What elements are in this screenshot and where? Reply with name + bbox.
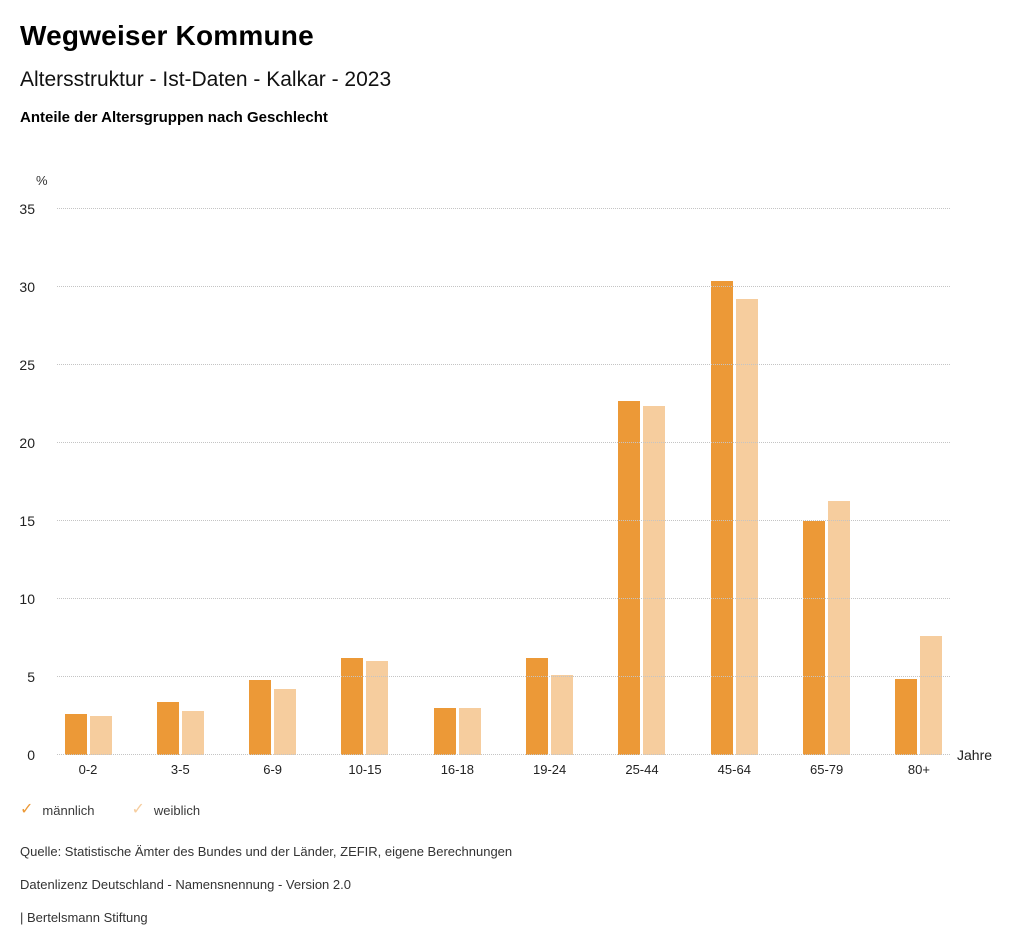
bar-weiblich-25-44[interactable] bbox=[643, 405, 666, 755]
bar-groups-container: 0-2 3-5 6-9 10-15 16-18 19-24 25-44 45-64 65-79 8… bbox=[57, 209, 950, 777]
publisher-line: | Bertelsmann Stiftung bbox=[20, 910, 148, 925]
chart-legend: ✓ männlich ✓ weiblich bbox=[20, 802, 200, 818]
bar-group-3-5: 3-5 bbox=[149, 209, 211, 777]
y-tick-label: 15 bbox=[19, 513, 35, 529]
page-title: Wegweiser Kommune bbox=[20, 20, 314, 51]
bar-group-65-79: 65-79 bbox=[796, 209, 858, 777]
x-tick-label: 80+ bbox=[907, 762, 930, 777]
x-tick-label: 19-24 bbox=[533, 762, 567, 777]
x-tick-label: 3-5 bbox=[170, 762, 190, 777]
bar-männlich-10-15[interactable] bbox=[341, 658, 364, 755]
y-tick-label: 30 bbox=[19, 279, 35, 295]
gridline bbox=[57, 286, 950, 287]
gridline bbox=[57, 676, 950, 677]
bar-weiblich-65-79[interactable] bbox=[828, 500, 851, 755]
bar-group-6-9: 6-9 bbox=[242, 209, 304, 777]
bar-weiblich-19-24[interactable] bbox=[551, 675, 574, 755]
legend-label: männlich bbox=[42, 802, 95, 818]
check-icon: ✓ bbox=[20, 801, 34, 818]
x-tick-label: 6-9 bbox=[263, 762, 283, 777]
bar-group-0-2: 0-2 bbox=[57, 209, 119, 777]
bar-männlich-3-5[interactable] bbox=[156, 701, 179, 755]
bar-männlich-16-18[interactable] bbox=[433, 708, 456, 755]
bar-group-19-24: 19-24 bbox=[519, 209, 581, 777]
gridline bbox=[57, 598, 950, 599]
bar-group-16-18: 16-18 bbox=[426, 209, 488, 777]
chart-description: Anteile der Altersgruppen nach Geschlech… bbox=[20, 109, 328, 126]
bar-männlich-80+[interactable] bbox=[895, 678, 918, 755]
x-tick-label: 45-64 bbox=[717, 762, 751, 777]
legend-item-maennlich[interactable]: ✓ männlich bbox=[20, 802, 94, 818]
x-axis-unit-label: Jahre bbox=[957, 747, 993, 763]
y-tick-label: 20 bbox=[19, 435, 35, 451]
y-tick-label: 25 bbox=[19, 357, 35, 373]
bar-weiblich-16-18[interactable] bbox=[458, 708, 481, 755]
bar-weiblich-10-15[interactable] bbox=[366, 661, 389, 755]
check-icon: ✓ bbox=[131, 801, 145, 818]
bar-group-45-64: 45-64 bbox=[703, 209, 765, 777]
x-tick-label: 16-18 bbox=[440, 762, 474, 777]
x-tick-label: 0-2 bbox=[78, 762, 98, 777]
y-axis-unit-label: % bbox=[36, 173, 48, 188]
legend-label: weiblich bbox=[153, 802, 201, 818]
bar-weiblich-6-9[interactable] bbox=[274, 689, 297, 755]
bar-group-80+: 80+ bbox=[888, 209, 950, 777]
bar-weiblich-3-5[interactable] bbox=[181, 711, 204, 755]
gridline bbox=[57, 442, 950, 443]
bar-männlich-25-44[interactable] bbox=[618, 400, 641, 755]
gridline bbox=[57, 520, 950, 521]
gridline bbox=[57, 364, 950, 365]
bar-weiblich-80+[interactable] bbox=[920, 636, 943, 755]
report-header: Wegweiser Kommune Altersstruktur - Ist-D… bbox=[20, 20, 980, 126]
y-tick-label: 10 bbox=[19, 591, 35, 607]
gridline bbox=[57, 208, 950, 209]
bar-weiblich-0-2[interactable] bbox=[89, 716, 112, 755]
x-tick-label: 10-15 bbox=[348, 762, 382, 777]
bar-weiblich-45-64[interactable] bbox=[735, 299, 758, 755]
legend-item-weiblich[interactable]: ✓ weiblich bbox=[131, 802, 200, 818]
source-footer: Quelle: Statistische Ämter des Bundes un… bbox=[20, 844, 512, 943]
source-line: Quelle: Statistische Ämter des Bundes un… bbox=[20, 844, 513, 859]
chart-subtitle: Altersstruktur - Ist-Daten - Kalkar - 20… bbox=[20, 68, 392, 91]
bar-männlich-6-9[interactable] bbox=[249, 680, 272, 755]
plot-area: % Jahre 0-2 3-5 6-9 10-15 16-18 19-24 25-44 45-… bbox=[19, 173, 992, 777]
license-line: Datenlizenz Deutschland - Namensnennung … bbox=[20, 877, 351, 892]
bar-männlich-65-79[interactable] bbox=[803, 521, 826, 755]
y-tick-label: 35 bbox=[19, 201, 35, 217]
bar-männlich-0-2[interactable] bbox=[64, 714, 87, 755]
x-tick-label: 65-79 bbox=[810, 762, 844, 777]
bar-group-25-44: 25-44 bbox=[611, 209, 673, 777]
bar-männlich-19-24[interactable] bbox=[526, 658, 549, 755]
bar-group-10-15: 10-15 bbox=[334, 209, 396, 777]
x-tick-label: 25-44 bbox=[625, 762, 659, 777]
y-tick-label: 0 bbox=[27, 747, 35, 763]
bar-männlich-45-64[interactable] bbox=[710, 280, 733, 755]
gridline bbox=[57, 754, 950, 755]
y-tick-label: 5 bbox=[27, 669, 35, 685]
